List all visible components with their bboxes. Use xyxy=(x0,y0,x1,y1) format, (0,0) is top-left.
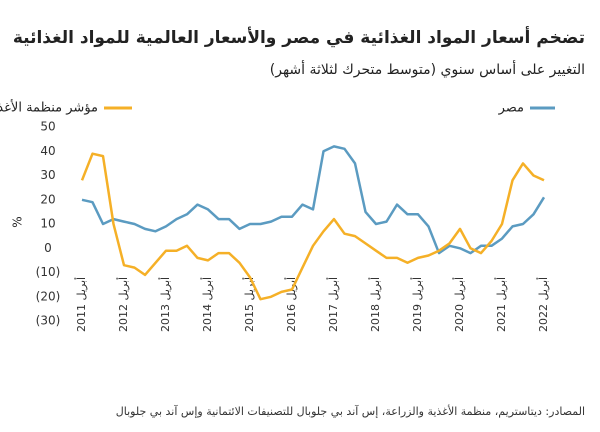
data-line xyxy=(80,152,545,301)
x-tick-label: أبريل 2017 xyxy=(326,277,340,332)
x-tick-label: أبريل 2015 xyxy=(242,277,256,332)
x-tick-label: أبريل 2020 xyxy=(452,277,466,332)
x-tick-label: أبريل 2014 xyxy=(200,277,214,332)
x-tick-label: أبريل 2012 xyxy=(116,277,130,332)
legend-label: مؤشر منظمة الأغذية والزراعة لأسعار الغذا… xyxy=(0,99,98,116)
x-tick-label: أبريل 2022 xyxy=(536,277,550,332)
x-tick-label: أبريل 2021 xyxy=(494,277,508,332)
y-tick-label: (10) xyxy=(36,265,61,279)
source-note: المصادر: ديتاستريم، منظمة الأغذية والزرا… xyxy=(116,404,585,418)
data-line xyxy=(81,145,546,255)
x-tick-label: أبريل 2013 xyxy=(158,277,172,332)
x-tick-label: أبريل 2018 xyxy=(368,277,382,332)
legend-label: مصر xyxy=(498,101,524,116)
x-tick-label: أبريل 2016 xyxy=(284,277,298,332)
y-tick-label: 50 xyxy=(40,120,55,134)
y-tick-label: 0 xyxy=(44,241,52,255)
x-tick-label: أبريل 2011 xyxy=(74,277,88,332)
x-tick-label: أبريل 2019 xyxy=(410,277,424,332)
y-tick-label: (30) xyxy=(36,314,61,328)
y-tick-label: (20) xyxy=(36,289,61,303)
y-tick-label: 20 xyxy=(40,192,55,206)
y-tick-label: 30 xyxy=(40,168,55,182)
y-tick-label: 10 xyxy=(40,217,55,231)
chart-subtitle: التغيير على أساس سنوي (متوسط متحرك لثلاث… xyxy=(270,60,585,78)
y-tick-label: 40 xyxy=(40,144,55,158)
chart-title: تضخم أسعار المواد الغذائية في مصر والأسع… xyxy=(13,26,585,48)
y-axis-label: % xyxy=(11,216,25,227)
